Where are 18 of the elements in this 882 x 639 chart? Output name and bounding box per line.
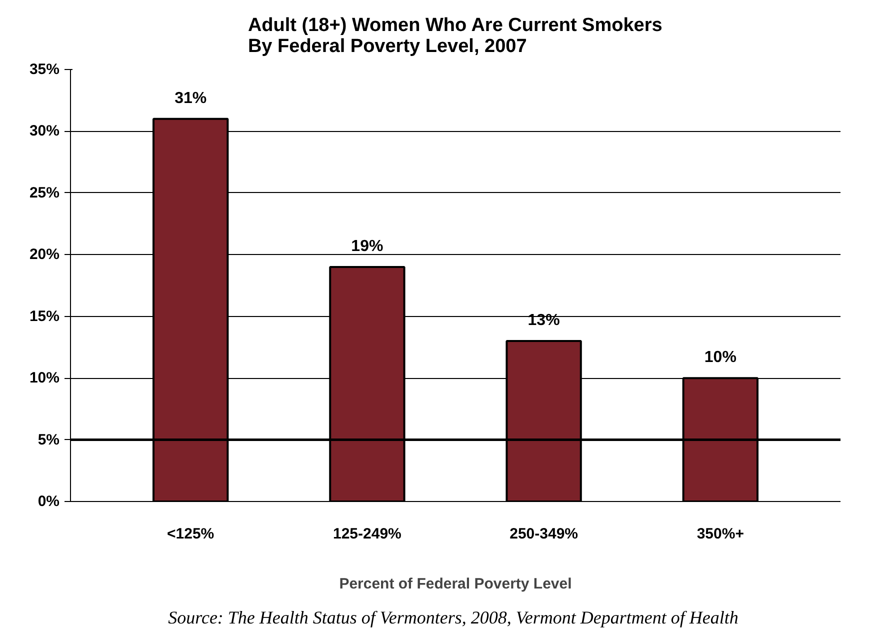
chart-title: Adult (18+) Women Who Are Current Smokers By Federal Poverty Level, 2007 — [248, 15, 662, 57]
source-note: Source: The Health Status of Vermonters, 2008, Vermont Department of Health — [168, 608, 738, 628]
x-tick-label: <125% — [167, 526, 214, 542]
y-tick-label: 10% — [29, 370, 60, 387]
data-label: 31% — [174, 90, 207, 107]
x-tick-label: 350%+ — [696, 526, 744, 542]
y-tick-label: 15% — [29, 308, 60, 325]
y-tick-label: 25% — [29, 184, 60, 202]
x-axis-title: Percent of Federal Poverty Level — [339, 576, 572, 592]
x-tick-label: 125-249% — [333, 526, 402, 542]
y-tick-label: 20% — [29, 246, 60, 264]
y-tick-label: 0% — [38, 493, 60, 510]
data-label: 10% — [704, 349, 736, 366]
y-tick-label: 35% — [29, 61, 60, 78]
y-tick-label: 30% — [29, 122, 60, 140]
data-label: 19% — [351, 238, 384, 255]
y-tick-label: 5% — [38, 431, 60, 448]
x-tick-label: 250-349% — [510, 526, 578, 542]
